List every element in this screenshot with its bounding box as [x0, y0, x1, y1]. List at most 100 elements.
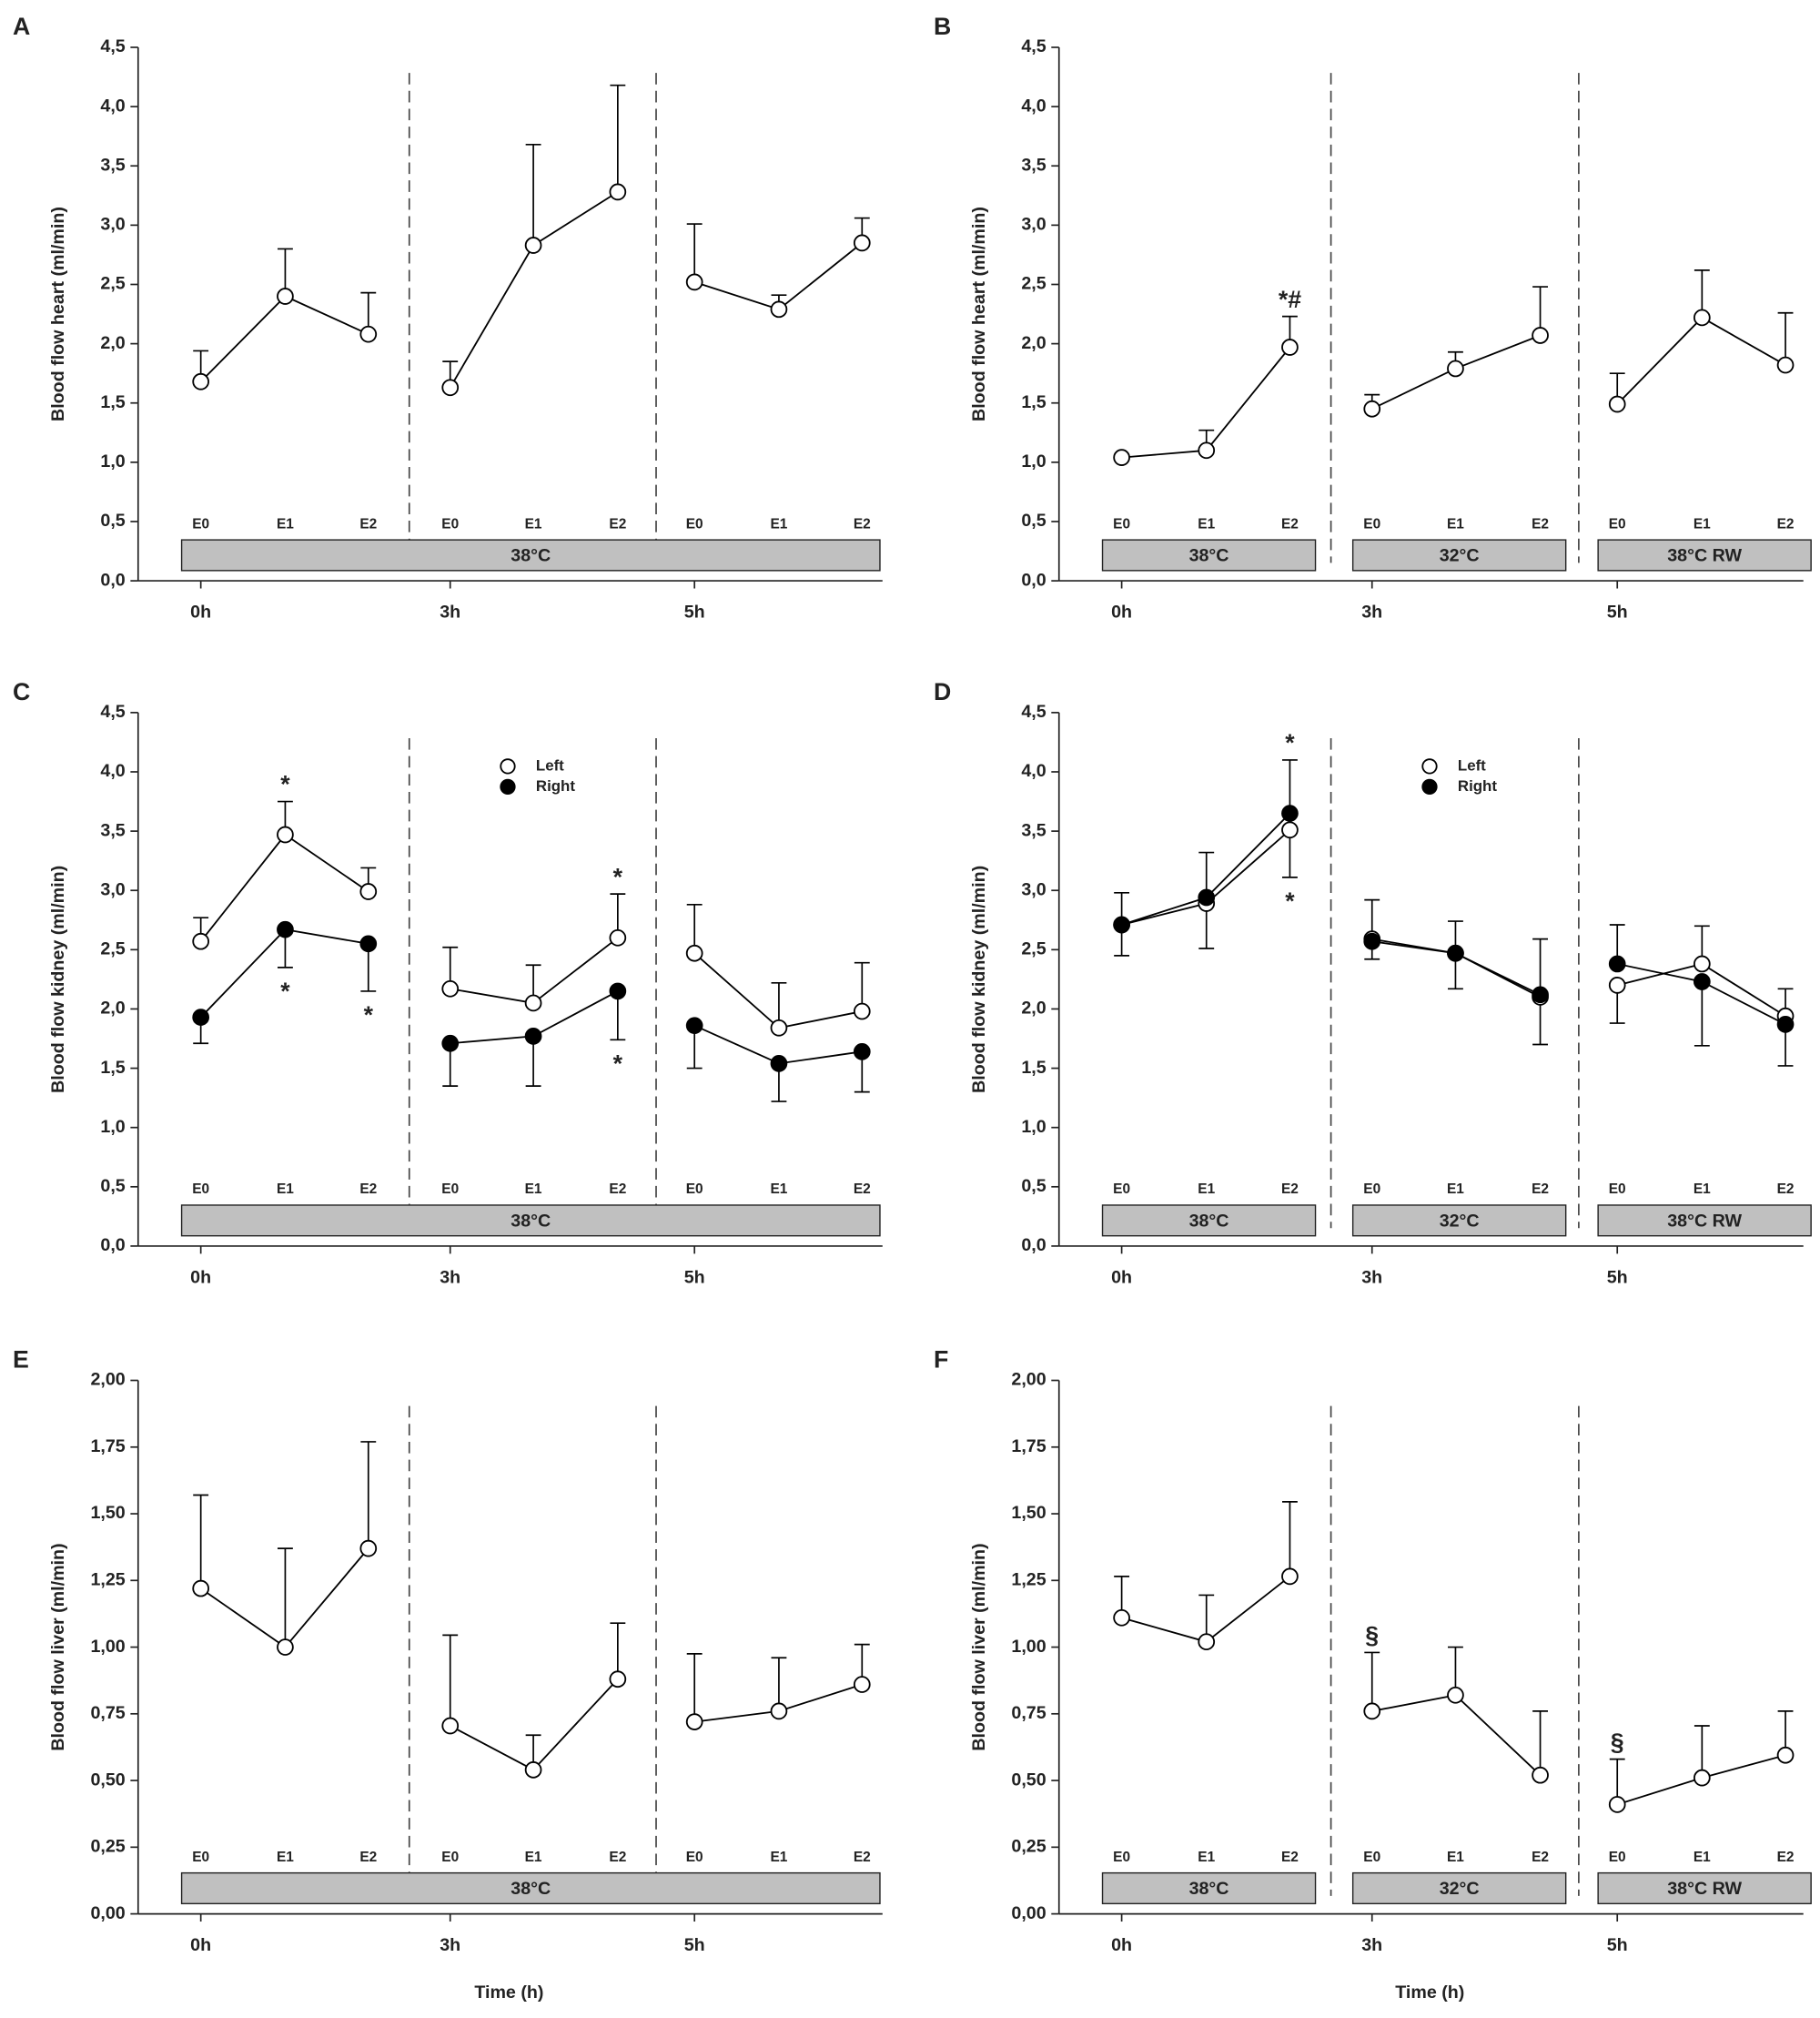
- category-label: E1: [277, 1181, 294, 1197]
- category-label: E1: [770, 1181, 787, 1197]
- y-tick-label: 3,5: [1021, 155, 1046, 175]
- category-label: E2: [609, 516, 626, 532]
- marker: [853, 1042, 871, 1060]
- legend-entry: Left: [500, 756, 564, 775]
- marker: [359, 325, 378, 343]
- marker: [1776, 1746, 1795, 1764]
- marker: [685, 1017, 703, 1035]
- x-tick-label: 5h: [1607, 1935, 1628, 1955]
- category-label: E2: [854, 1850, 871, 1865]
- error-bar: [525, 143, 541, 246]
- x-tick-label: 3h: [1361, 1935, 1382, 1955]
- error-bar: [771, 1657, 787, 1711]
- category-label: E0: [441, 1850, 459, 1865]
- marker: [1281, 1567, 1299, 1586]
- y-tick-label: 0,25: [90, 1837, 125, 1857]
- marker: [853, 1676, 871, 1693]
- condition-label: 32°C: [1440, 1879, 1480, 1899]
- marker: [524, 1761, 542, 1779]
- x-tick-label: 0h: [1111, 1935, 1132, 1955]
- marker: [1532, 1766, 1549, 1784]
- y-axis-label: Blood flow heart (ml/min): [48, 207, 68, 421]
- marker: [1113, 449, 1130, 466]
- marker: [685, 944, 703, 962]
- category-label: E2: [1777, 1850, 1795, 1865]
- annotation: *#: [1279, 286, 1301, 313]
- y-tick-label: 4,5: [100, 702, 125, 722]
- y-tick-label: 4,0: [100, 96, 125, 116]
- y-tick-label: 0,0: [100, 570, 125, 590]
- error-bar: [277, 1547, 293, 1648]
- marker: [359, 935, 378, 953]
- error-bar: [1532, 938, 1548, 995]
- category-label: E2: [1281, 1181, 1299, 1197]
- condition-label: 38°C: [1189, 1879, 1229, 1899]
- marker: [609, 928, 627, 947]
- category-label: E1: [770, 1850, 787, 1865]
- category-label: E1: [1447, 516, 1464, 532]
- condition-bar: [1351, 539, 1567, 572]
- y-tick-label: 4,5: [1021, 36, 1046, 56]
- y-tick-label: 2,0: [100, 333, 125, 353]
- error-bar: [610, 1622, 626, 1679]
- category-label: E0: [1609, 1850, 1626, 1865]
- marker: [609, 1670, 627, 1688]
- y-tick-label: 3,5: [100, 820, 125, 840]
- x-tick-label: 5h: [1607, 602, 1628, 622]
- category-label: E2: [609, 1181, 626, 1197]
- y-tick-label: 1,5: [100, 392, 125, 412]
- marker: [609, 183, 627, 201]
- marker: [192, 932, 210, 950]
- condition-label: 38°C: [511, 1211, 551, 1231]
- y-tick-label: 4,0: [100, 761, 125, 781]
- legend-entry: Left: [1421, 756, 1486, 775]
- y-tick-label: 3,0: [1021, 879, 1046, 899]
- y-tick-label: 1,00: [90, 1637, 125, 1657]
- marker: [524, 237, 542, 254]
- category-label: E0: [192, 516, 209, 532]
- marker: [1608, 1796, 1626, 1813]
- marker: [441, 979, 460, 998]
- condition-label: 38°C RW: [1667, 1211, 1742, 1231]
- legend-entry: Right: [1421, 777, 1497, 796]
- category-label: E0: [1113, 1850, 1130, 1865]
- panel: B Blood flow heart (ml/min) 0,0 0,5 1,0 1,5 2,…: [934, 13, 1812, 622]
- marker: [1363, 932, 1381, 950]
- marker: [1113, 1608, 1130, 1627]
- marker: [1363, 400, 1381, 418]
- error-bar: [442, 1634, 459, 1726]
- category-label: E1: [525, 1181, 542, 1197]
- x-tick-label: 0h: [1111, 1267, 1132, 1287]
- error-bar: [686, 1653, 703, 1722]
- y-tick-label: 1,50: [90, 1503, 125, 1523]
- category-label: E0: [441, 1181, 459, 1197]
- panel: C Blood flow kidney (ml/min) 0,0 0,5 1,0 1,5 2…: [13, 678, 883, 1287]
- category-label: E1: [277, 1850, 294, 1865]
- y-tick-label: 0,5: [1021, 511, 1046, 531]
- x-tick-label: 0h: [190, 602, 211, 622]
- category-label: E0: [1363, 1181, 1380, 1197]
- condition-bar: [1597, 1871, 1812, 1905]
- error-bar: [1364, 1651, 1380, 1711]
- y-tick-label: 1,5: [1021, 392, 1046, 412]
- y-axis-label: Blood flow kidney (ml/min): [969, 866, 989, 1093]
- annotation: *: [280, 978, 290, 1005]
- x-tick-label: 3h: [1361, 1267, 1382, 1287]
- legend-marker: [1421, 778, 1438, 796]
- marker: [1608, 977, 1626, 994]
- marker: [1693, 1769, 1711, 1787]
- error-bar: [360, 1441, 377, 1549]
- x-tick-label: 0h: [190, 1935, 211, 1955]
- panel: A Blood flow heart (ml/min) 0,0 0,5 1,0 1,5 2,…: [13, 13, 883, 622]
- panel-label: D: [934, 678, 951, 705]
- marker: [192, 372, 210, 390]
- category-label: E2: [1281, 1850, 1299, 1865]
- y-tick-label: 0,0: [1021, 1235, 1046, 1255]
- annotation: *: [1285, 729, 1295, 756]
- x-tick-label: 5h: [684, 1267, 705, 1287]
- marker: [1198, 888, 1216, 907]
- marker: [770, 1019, 788, 1037]
- condition-bar: [1351, 1204, 1567, 1237]
- y-tick-label: 0,50: [1011, 1770, 1046, 1790]
